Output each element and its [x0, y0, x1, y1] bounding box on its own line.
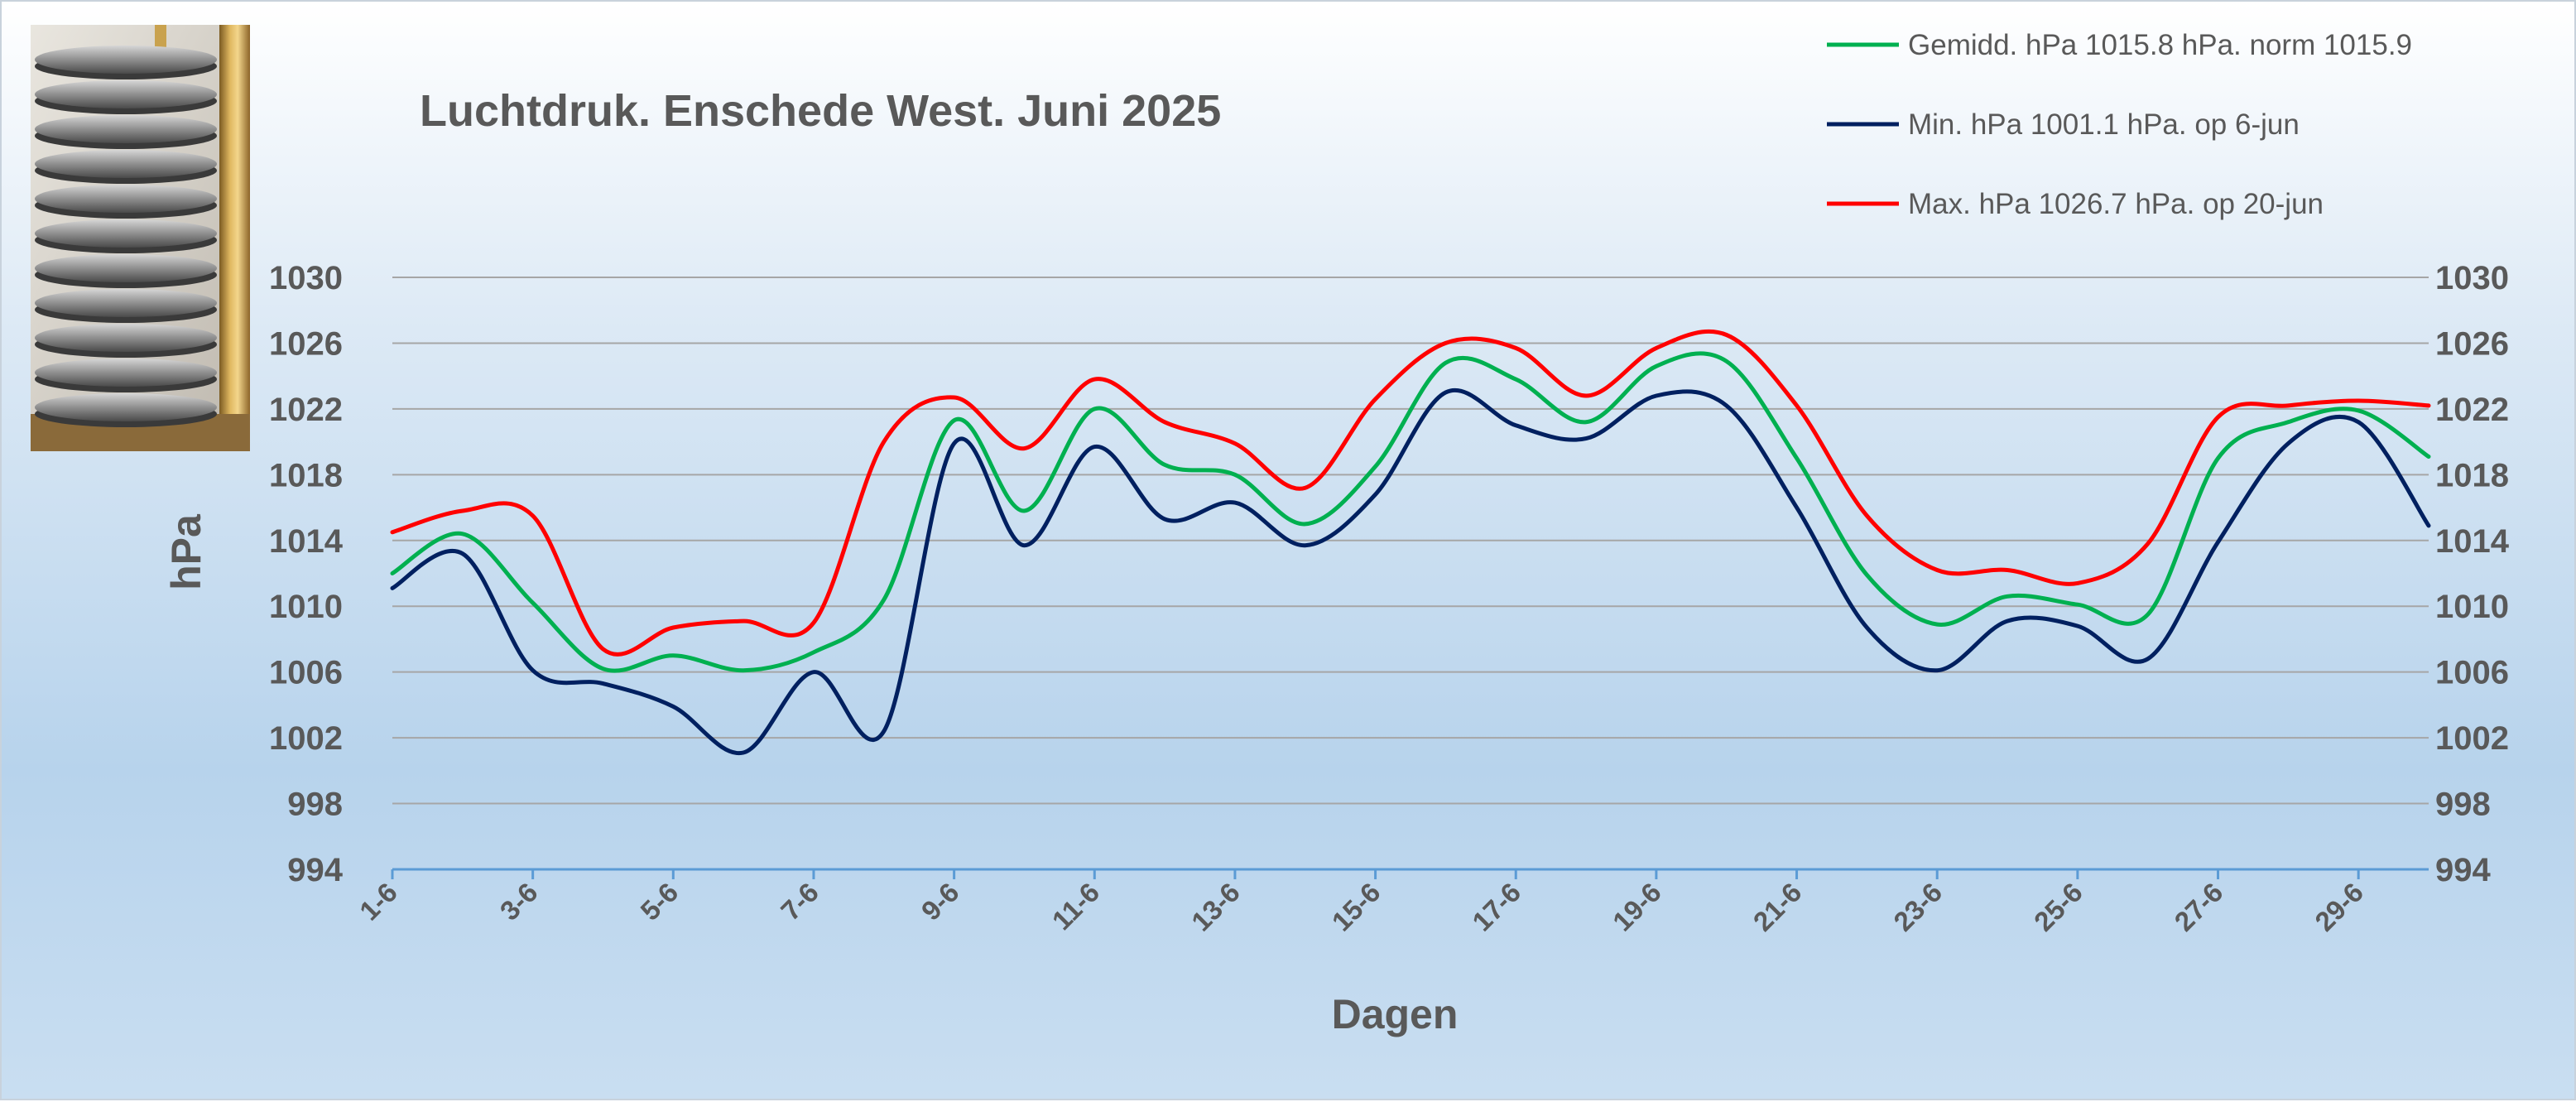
- y-tick-label-right: 1030: [2435, 260, 2509, 296]
- x-tick-label: 3-6: [494, 877, 544, 926]
- legend-entry: Min. hPa 1001.1 hPa. op 6-jun: [1908, 108, 2300, 141]
- x-axis-label: Dagen: [1332, 991, 1459, 1037]
- disc: [35, 254, 217, 282]
- y-tick-label-right: 1018: [2435, 457, 2509, 493]
- x-tick-label: 1-6: [353, 877, 403, 926]
- y-tick-label-left: 1026: [269, 325, 343, 362]
- x-tick-label: 13-6: [1185, 877, 1246, 937]
- y-tick-label-left: 1022: [269, 392, 343, 428]
- series-line-gemiddeld: [390, 351, 2431, 673]
- y-tick-label-right: 1014: [2435, 523, 2510, 560]
- disc: [35, 359, 217, 387]
- x-tick-label: 15-6: [1326, 877, 1387, 937]
- x-tick-label: 21-6: [1747, 877, 1808, 937]
- disc: [35, 324, 217, 352]
- disc: [35, 115, 217, 143]
- series-line-max: [390, 330, 2431, 657]
- disc: [35, 80, 217, 108]
- x-tick-label: 7-6: [775, 877, 824, 926]
- x-tick-label: 17-6: [1466, 877, 1526, 937]
- y-tick-label-left: 1010: [269, 589, 343, 625]
- y-tick-label-left: 998: [287, 787, 343, 823]
- x-tick-label: 11-6: [1046, 877, 1106, 936]
- x-tick-label: 25-6: [2028, 877, 2088, 937]
- barometer-photo: [31, 25, 250, 451]
- disc: [35, 219, 217, 248]
- chart-title: Luchtdruk. Enschede West. Juni 2025: [420, 86, 1221, 136]
- y-tick-label-left: 994: [287, 852, 343, 888]
- y-tick-label-left: 1002: [269, 720, 343, 757]
- y-tick-label-right: 994: [2435, 852, 2491, 888]
- y-tick-label-left: 1018: [269, 457, 343, 493]
- y-tick-label-right: 1002: [2435, 720, 2509, 757]
- y-tick-label-right: 1006: [2435, 655, 2509, 691]
- disc: [35, 46, 217, 74]
- x-tick-label: 27-6: [2169, 877, 2229, 937]
- disc: [35, 150, 217, 178]
- disc: [35, 185, 217, 213]
- y-axis-label: hPa: [163, 513, 209, 590]
- y-tick-label-right: 998: [2435, 787, 2491, 823]
- disc: [35, 393, 217, 421]
- legend-entry: Max. hPa 1026.7 hPa. op 20-jun: [1908, 188, 2324, 220]
- y-tick-label-right: 1026: [2435, 325, 2509, 362]
- x-tick-label: 19-6: [1607, 877, 1667, 937]
- x-tick-label: 23-6: [1887, 877, 1948, 937]
- series-line-min: [390, 388, 2431, 756]
- y-tick-label-right: 1022: [2435, 392, 2509, 428]
- disc: [35, 289, 217, 317]
- x-tick-label: 29-6: [2309, 877, 2369, 937]
- y-tick-label-left: 1014: [269, 523, 344, 560]
- y-tick-label-left: 1030: [269, 260, 343, 296]
- x-tick-label: 9-6: [916, 877, 965, 926]
- y-tick-label-left: 1006: [269, 655, 343, 691]
- x-tick-label: 5-6: [634, 877, 684, 926]
- legend: Gemidd. hPa 1015.8 hPa. norm 1015.9 Min. …: [1827, 29, 2412, 220]
- legend-entry: Gemidd. hPa 1015.8 hPa. norm 1015.9: [1908, 29, 2412, 61]
- y-tick-label-right: 1010: [2435, 589, 2509, 625]
